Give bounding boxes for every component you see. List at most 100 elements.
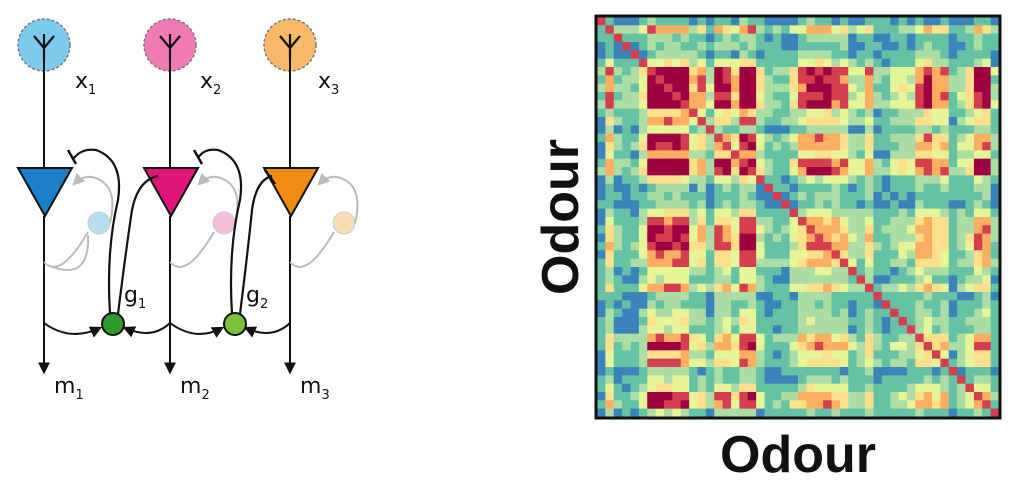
heatmap-cell <box>990 317 1000 326</box>
heatmap-cell <box>680 292 690 301</box>
heatmap-cell <box>982 308 992 318</box>
heatmap-cell <box>764 200 774 210</box>
heatmap-cell <box>915 133 925 143</box>
heatmap-cell <box>923 208 933 218</box>
heatmap-cell <box>789 58 799 68</box>
heatmap-cell <box>940 358 950 368</box>
heatmap-cell <box>697 375 707 385</box>
heatmap-cell <box>940 58 950 68</box>
heatmap-cell <box>965 192 975 201</box>
heatmap-cell <box>814 350 824 360</box>
heatmap-cell <box>664 50 673 60</box>
heatmap-cell <box>605 167 615 176</box>
heatmap-cell <box>965 283 975 293</box>
heatmap-cell <box>714 175 724 185</box>
heatmap-cell <box>664 108 673 118</box>
heatmap-cell <box>781 142 791 151</box>
heatmap-cell <box>772 400 782 410</box>
heatmap-cell <box>772 133 782 143</box>
heatmap-cell <box>680 50 690 60</box>
heatmap-cell <box>923 175 933 185</box>
g1-node <box>101 312 125 336</box>
heatmap-cell <box>915 392 925 401</box>
heatmap-cell <box>965 83 975 93</box>
heatmap-cell <box>772 408 782 418</box>
heatmap-cell <box>856 17 866 26</box>
heatmap-cell <box>638 50 648 60</box>
heatmap-cell <box>714 350 724 360</box>
heatmap-cell <box>856 58 866 68</box>
heatmap-cell <box>932 333 941 343</box>
heatmap-cell <box>848 125 858 135</box>
heatmap-cell <box>831 100 841 110</box>
heatmap-cell <box>814 125 824 135</box>
heatmap-cell <box>697 175 707 185</box>
heatmap-cell <box>890 308 899 318</box>
heatmap-cell <box>638 408 648 418</box>
heatmap-cell <box>664 217 673 226</box>
heatmap-cell <box>739 217 749 226</box>
heatmap-cell <box>781 50 791 60</box>
heatmap-cell <box>814 317 824 326</box>
heatmap-cell <box>597 133 606 143</box>
heatmap-cell <box>597 242 606 251</box>
heatmap-cell <box>831 375 841 385</box>
heatmap-cell <box>697 400 707 410</box>
heatmap-cell <box>680 383 690 393</box>
heatmap-cell <box>957 175 966 185</box>
heatmap-cell <box>932 83 941 93</box>
heatmap-cell <box>957 308 966 318</box>
heatmap-cell <box>705 317 715 326</box>
heatmap-cell <box>923 108 933 118</box>
heatmap-cell <box>672 83 682 93</box>
heatmap-cell <box>714 367 724 376</box>
heatmap-cell <box>739 317 749 326</box>
heatmap-cell <box>655 142 665 151</box>
heatmap-cell <box>915 175 925 185</box>
heatmap-cell <box>689 67 698 76</box>
heatmap-cell <box>915 217 925 226</box>
heatmap-cell <box>814 250 824 260</box>
heatmap-cell <box>873 275 883 285</box>
heatmap-cell <box>923 100 933 110</box>
heatmap-cell <box>655 283 665 293</box>
heatmap-cell <box>915 250 925 260</box>
heatmap-cell <box>781 42 791 51</box>
heatmap-cell <box>613 192 623 201</box>
heatmap-cell <box>856 133 866 143</box>
heatmap-cell <box>839 250 849 260</box>
heatmap-cell <box>973 233 983 243</box>
heatmap-cell <box>747 200 757 210</box>
heatmap-cell <box>881 67 891 76</box>
heatmap-cell <box>831 292 841 301</box>
heatmap-cell <box>890 167 899 176</box>
heatmap-cell <box>982 108 992 118</box>
heatmap-cell <box>655 33 665 43</box>
heatmap-cell <box>630 75 640 85</box>
heatmap-cell <box>973 142 983 151</box>
heatmap-cell <box>957 33 966 43</box>
heatmap-cell <box>990 117 1000 126</box>
heatmap-cell <box>915 117 925 126</box>
heatmap-cell <box>756 375 765 385</box>
heatmap-cell <box>856 275 866 285</box>
heatmap-cell <box>932 217 941 226</box>
heatmap-cell <box>990 167 1000 176</box>
heatmap-cell <box>756 83 765 93</box>
heatmap-cell <box>856 358 866 368</box>
heatmap-cell <box>982 275 992 285</box>
heatmap-cell <box>923 125 933 135</box>
heatmap-cell <box>638 267 648 276</box>
heatmap-cell <box>940 233 950 243</box>
heatmap-cell <box>630 50 640 60</box>
heatmap-cell <box>990 367 1000 376</box>
heatmap-cell <box>605 183 615 193</box>
heatmap-cell <box>789 250 799 260</box>
heatmap-cell <box>906 383 916 393</box>
input-label-1: x1 <box>75 69 96 98</box>
heatmap-cell <box>806 67 816 76</box>
heatmap-cell <box>865 333 874 343</box>
heatmap-cell <box>973 175 983 185</box>
heatmap-cell <box>789 325 799 335</box>
heatmap-cell <box>697 67 707 76</box>
